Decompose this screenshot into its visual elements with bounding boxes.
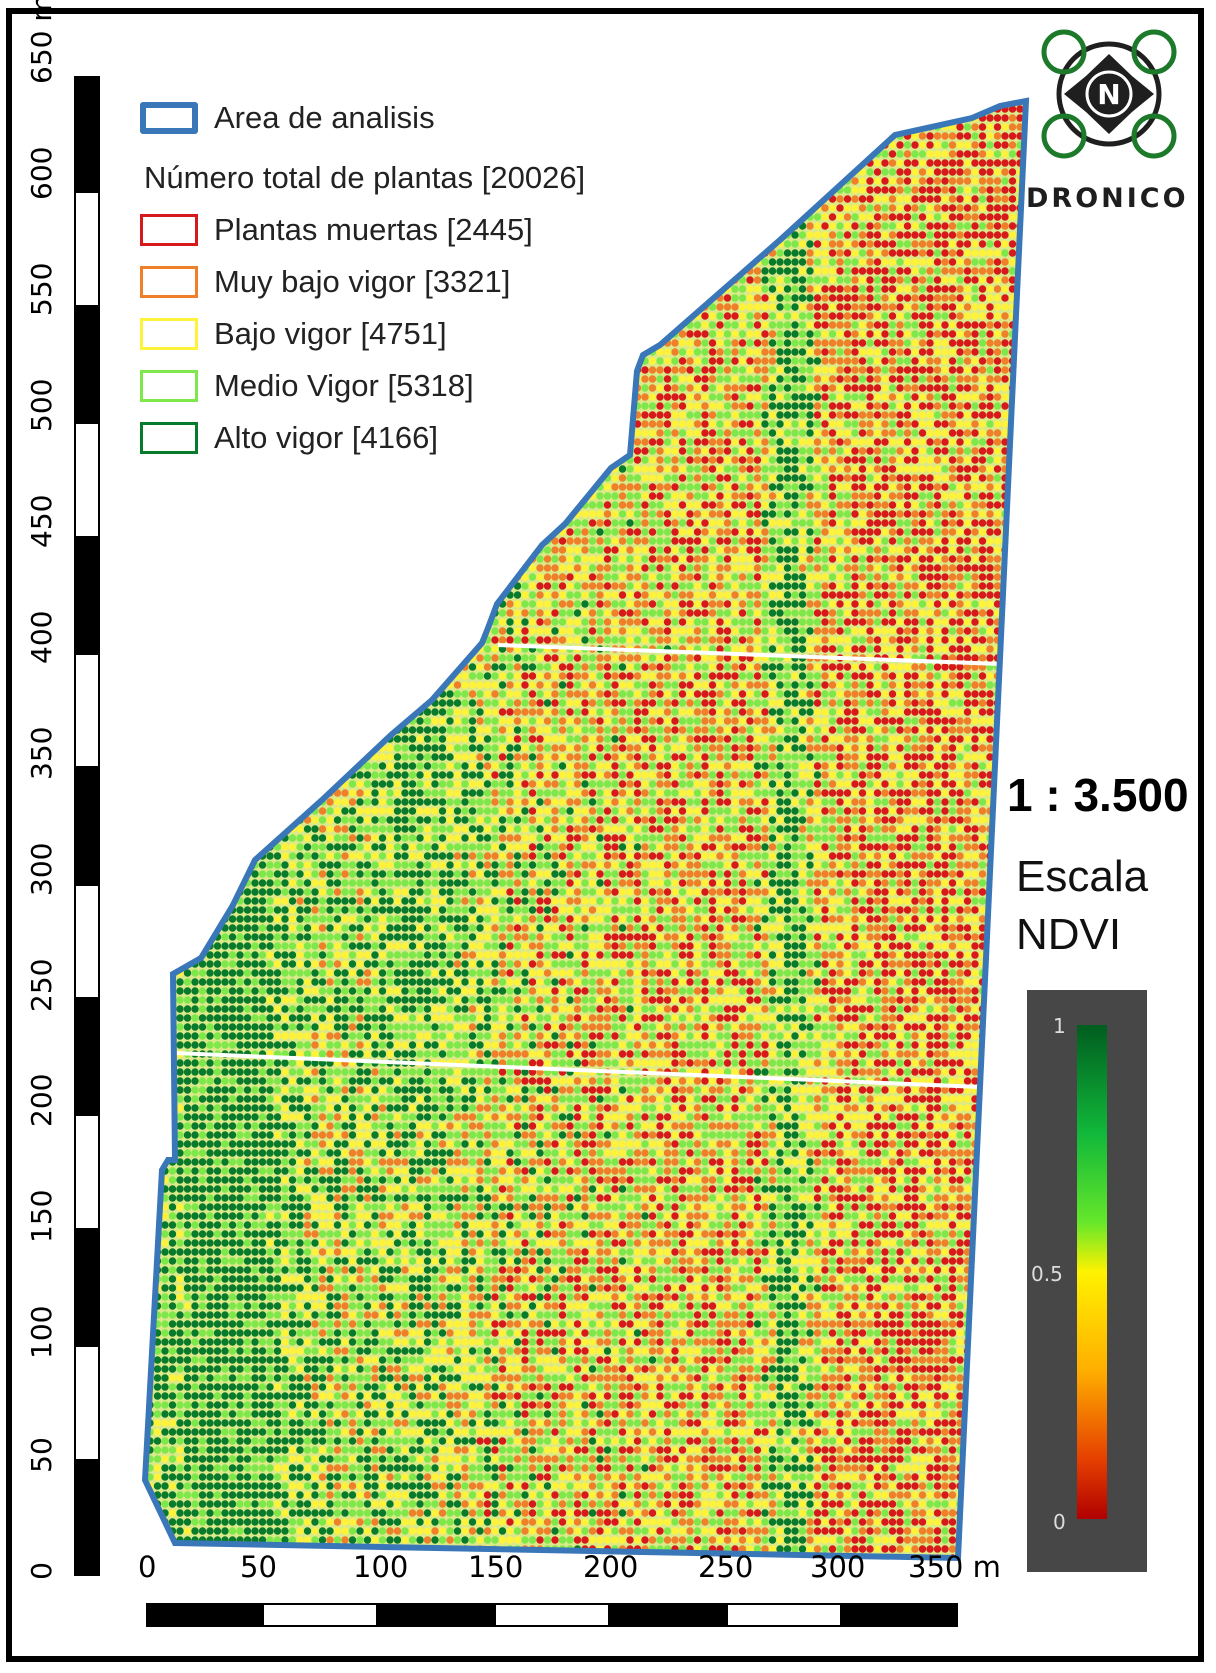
y-tick-label: 550 — [25, 262, 58, 317]
legend-class-dead: Plantas muertas [2445] — [140, 210, 533, 250]
x-tick-label: 100 — [353, 1550, 409, 1584]
vertical-scale-segment — [74, 1114, 100, 1230]
ndvi-label-top: 1 — [1053, 1014, 1066, 1038]
vertical-scale-segment — [74, 999, 100, 1115]
vertical-scale-segment — [74, 76, 100, 192]
vertical-scale-segment — [74, 1345, 100, 1461]
x-tick-label: 50 — [240, 1550, 277, 1584]
legend-swatch-high — [140, 422, 198, 454]
horizontal-scale-bar — [146, 1603, 958, 1627]
y-tick-label: 0 — [25, 1562, 58, 1580]
ndvi-label-bottom: 0 — [1053, 1510, 1066, 1534]
vertical-scale-segment — [74, 1460, 100, 1576]
legend-swatch-dead — [140, 214, 198, 246]
horizontal-scale-segment — [610, 1603, 726, 1627]
x-tick-label: 150 — [468, 1550, 524, 1584]
analysis-area-outline — [141, 97, 1030, 1562]
y-tick-label: 650 m — [25, 0, 58, 85]
logo-letter: N — [1097, 78, 1120, 111]
y-tick-label: 350 — [25, 726, 58, 780]
legend-area-row: Area de analisis — [140, 98, 435, 138]
y-tick-label: 600 — [25, 146, 58, 201]
legend-swatch-low — [140, 318, 198, 350]
y-tick-label: 300 — [25, 842, 58, 896]
ndvi-title-line1: Escala — [1016, 852, 1149, 901]
vertical-scale-bar — [74, 76, 100, 1576]
map-frame — [6, 8, 1204, 1662]
legend-swatch-very-low — [140, 266, 198, 298]
y-tick-label: 450 — [25, 494, 58, 548]
legend-class-very-low: Muy bajo vigor [3321] — [140, 262, 510, 302]
ndvi-title: Escala NDVI — [1016, 848, 1148, 964]
y-tick-label: 50 — [25, 1437, 58, 1473]
vertical-scale-segment — [74, 768, 100, 884]
horizontal-scale-segment — [842, 1603, 958, 1627]
horizontal-scale-segment — [726, 1603, 842, 1627]
legend-class-medium: Medio Vigor [5318] — [140, 366, 474, 406]
vertical-scale-segment — [74, 537, 100, 653]
legend-label-dead: Plantas muertas [2445] — [214, 212, 533, 247]
legend-swatch-medium — [140, 370, 198, 402]
ndvi-label-mid: 0.5 — [1031, 1262, 1063, 1286]
ndvi-gradient — [1077, 1025, 1107, 1519]
legend-area-label: Area de analisis — [214, 100, 435, 135]
field-road-north — [497, 643, 1001, 666]
vertical-scale-segment — [74, 1229, 100, 1346]
vertical-scale-segment — [74, 306, 100, 423]
dronico-logo: N — [1041, 29, 1177, 159]
legend-total-label: Número total de plantas [20026] — [144, 160, 586, 195]
legend-class-high: Alto vigor [4166] — [140, 418, 438, 458]
horizontal-scale-segment — [146, 1603, 262, 1627]
map-scale-ratio: 1 : 3.500 — [1007, 769, 1189, 821]
vertical-scale-segment — [74, 652, 100, 769]
x-tick-label: 350 m — [908, 1550, 1001, 1584]
legend-total-row: Número total de plantas [20026] — [144, 158, 585, 198]
legend-label-low: Bajo vigor [4751] — [214, 316, 447, 351]
x-tick-label: 300 — [810, 1550, 866, 1584]
horizontal-scale-segment — [494, 1603, 610, 1627]
horizontal-scale-segment — [262, 1603, 378, 1627]
legend-label-medium: Medio Vigor [5318] — [214, 368, 474, 403]
ndvi-colorbar: 1 0.5 0 — [1027, 990, 1147, 1572]
legend-label-high: Alto vigor [4166] — [214, 420, 439, 455]
x-tick-label: 0 — [138, 1550, 157, 1584]
legend-class-low: Bajo vigor [4751] — [140, 314, 447, 354]
x-tick-label: 200 — [583, 1550, 639, 1584]
drone-icon — [1041, 29, 1177, 159]
y-tick-label: 200 — [25, 1073, 58, 1128]
vertical-scale-segment — [74, 422, 100, 538]
vertical-scale-segment — [74, 191, 100, 307]
horizontal-scale-segment — [378, 1603, 494, 1627]
field-road-south — [174, 1051, 981, 1089]
y-tick-label: 500 — [25, 378, 58, 432]
logo-text: DRONICO — [1026, 183, 1189, 214]
x-tick-label: 250 — [698, 1550, 754, 1584]
y-tick-label: 150 — [25, 1189, 58, 1244]
y-tick-label: 100 — [25, 1305, 58, 1360]
vertical-scale-segment — [74, 883, 100, 1000]
legend-label-very-low: Muy bajo vigor [3321] — [214, 264, 511, 299]
y-tick-label: 400 — [25, 610, 58, 664]
y-tick-label: 250 — [25, 958, 58, 1012]
ndvi-title-line2: NDVI — [1016, 910, 1122, 959]
legend-area-swatch — [140, 102, 198, 134]
